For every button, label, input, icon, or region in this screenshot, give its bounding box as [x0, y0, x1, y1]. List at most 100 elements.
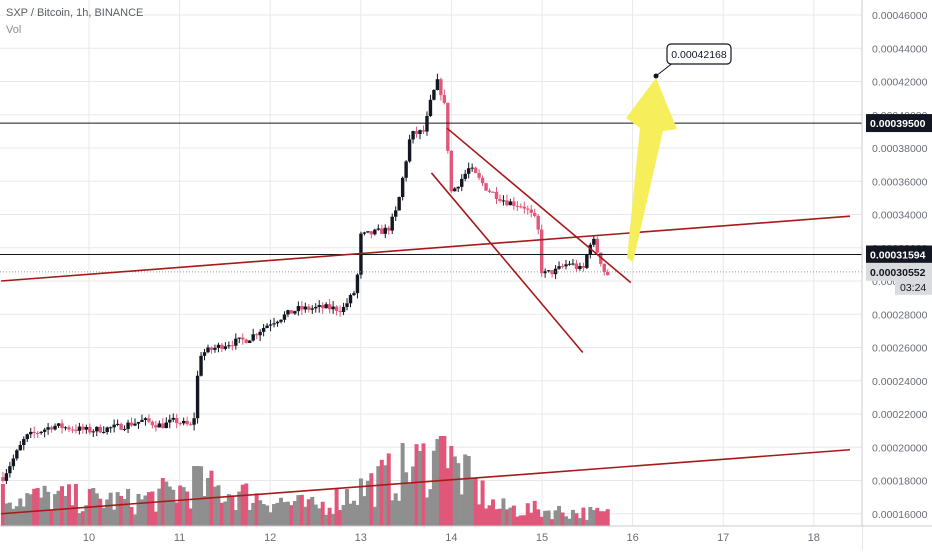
volume-bar: [508, 507, 513, 526]
candle-body: [1, 477, 5, 481]
candle-body: [366, 231, 370, 233]
candle-body: [421, 130, 426, 132]
price-level-tag[interactable]: [866, 114, 932, 133]
candle-body: [230, 345, 235, 347]
price-axis-tick: 0.00026000: [872, 343, 928, 355]
volume-bar: [254, 493, 259, 526]
volume-bar: [379, 459, 384, 526]
price-level-tag[interactable]: [866, 262, 932, 281]
candle-body: [397, 197, 401, 211]
candle-body: [529, 209, 533, 213]
candle-body: [108, 427, 113, 429]
volume-bar: [480, 480, 485, 526]
candle-body: [442, 95, 447, 103]
candle-body: [46, 427, 50, 430]
candle-body: [11, 458, 16, 467]
volume-bar: [536, 509, 541, 526]
volume-bar: [146, 492, 151, 526]
volume-bar: [404, 472, 409, 526]
price-axis-tick: 0.00046000: [872, 10, 928, 22]
volume-bar: [435, 439, 440, 526]
candle-body: [453, 188, 457, 192]
candle-body: [484, 183, 488, 191]
candle-body: [425, 115, 429, 132]
trend-line[interactable]: [430, 172, 584, 354]
target-arrow-shape[interactable]: [626, 78, 677, 262]
candle-body: [216, 344, 221, 348]
volume-bar: [570, 509, 575, 526]
volume-bar: [550, 519, 555, 526]
volume-bar: [115, 492, 120, 526]
volume-bar: [386, 453, 391, 526]
candle-body: [348, 294, 353, 304]
volume-bar: [84, 505, 89, 526]
candle-body: [581, 265, 586, 268]
candle-body: [188, 424, 193, 426]
volume-bar: [223, 501, 228, 526]
volume-bar: [244, 483, 249, 526]
candle-body: [480, 177, 485, 184]
candle-body: [588, 244, 593, 255]
candle-body: [567, 263, 572, 265]
volume-bar: [28, 494, 33, 526]
price-level-tag[interactable]: [866, 245, 932, 264]
candle-body: [460, 178, 464, 187]
volume-bar: [39, 497, 44, 526]
volume-bar: [178, 485, 183, 526]
candle-body: [592, 238, 596, 245]
volume-bar: [577, 518, 582, 526]
candle-body: [241, 337, 245, 340]
volume-bar: [219, 502, 224, 526]
candle-body: [473, 167, 478, 173]
volume-bar: [529, 512, 534, 526]
candle-body: [387, 227, 391, 231]
volume-bar: [564, 516, 569, 526]
trend-line[interactable]: [446, 127, 632, 284]
candle-body: [181, 420, 186, 424]
candle-body: [331, 306, 335, 310]
candle-body: [324, 304, 328, 309]
volume-bar: [35, 487, 40, 526]
volume-bar: [157, 488, 162, 526]
candle-body: [286, 310, 290, 315]
countdown-label: 03:24: [900, 282, 926, 294]
candle-body: [275, 321, 280, 324]
candle-body: [171, 417, 175, 420]
candle-body: [501, 200, 506, 202]
candle-body: [602, 263, 606, 272]
candle-body: [446, 102, 450, 151]
candle-body: [88, 426, 92, 433]
price-axis-tick: 0.00036000: [872, 176, 928, 188]
candle-body: [157, 423, 162, 428]
volume-bar: [251, 502, 256, 526]
volume-bar: [358, 478, 363, 526]
candle-body: [202, 352, 207, 356]
volume-bar: [584, 519, 589, 526]
candle-body: [102, 431, 106, 433]
volume-bar: [501, 498, 506, 526]
price-axis-tick: 0.00038000: [872, 143, 928, 155]
candle-body: [314, 306, 318, 309]
candle-body: [178, 423, 182, 425]
candle-body: [53, 425, 57, 430]
volume-bar: [174, 502, 179, 526]
target-callout-box[interactable]: [666, 43, 732, 65]
trend-line[interactable]: [1, 448, 851, 515]
volume-bar: [126, 488, 131, 526]
trend-line[interactable]: [1, 215, 851, 282]
volume-bar: [77, 513, 82, 526]
candle-body: [164, 422, 168, 429]
volume-bar: [60, 486, 65, 526]
candle-body: [327, 304, 332, 310]
time-axis-tick: 15: [536, 532, 548, 544]
candle-body: [296, 306, 301, 312]
volume-bar: [261, 504, 266, 526]
volume-bar: [372, 506, 377, 526]
candle-body: [63, 427, 68, 429]
candle-body: [522, 206, 526, 209]
candle-body: [248, 340, 252, 343]
volume-bar: [324, 514, 329, 526]
candle-body: [265, 325, 269, 328]
